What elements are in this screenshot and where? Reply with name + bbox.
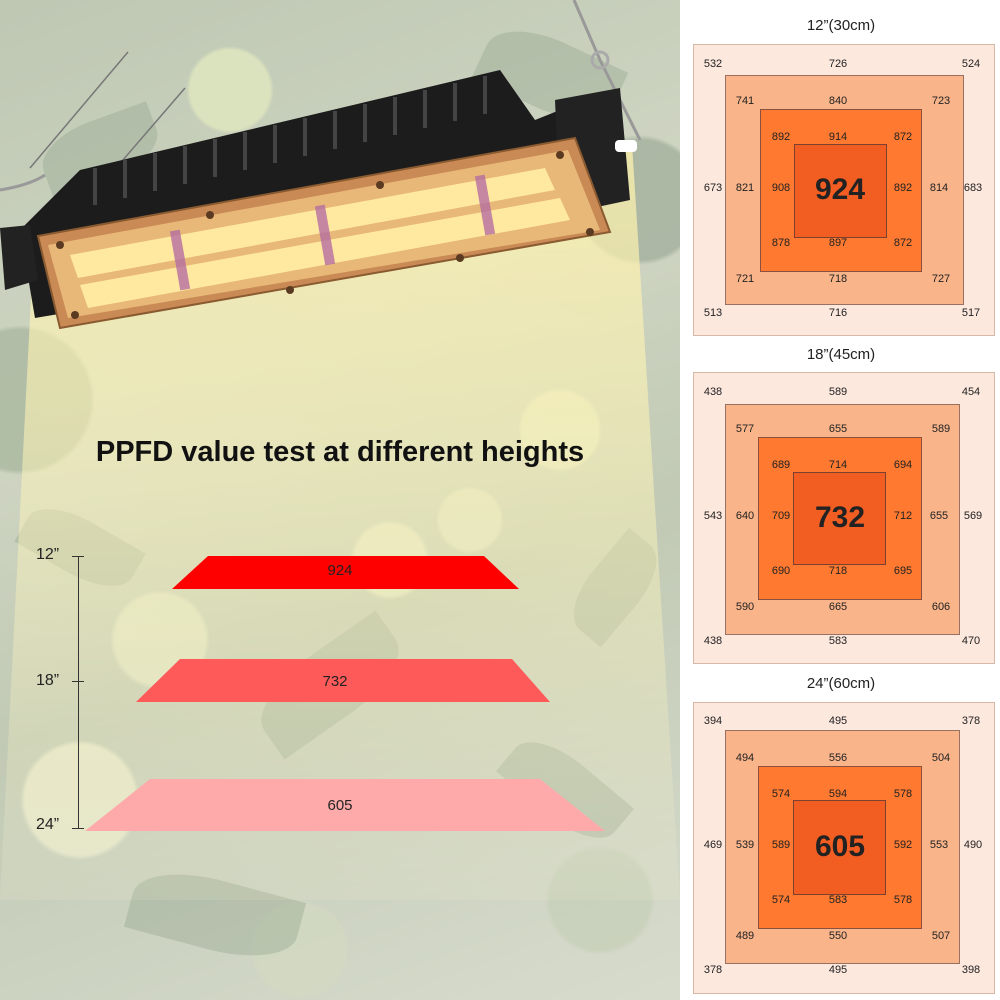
ppfd-value-inner-ml: 709 <box>771 510 791 522</box>
ppfd-value-inner-br: 578 <box>893 894 913 906</box>
ppfd-value-middle-ml: 821 <box>735 182 755 194</box>
ppfd-value-outer-tr: 524 <box>961 58 981 70</box>
ppfd-value-inner-tl: 574 <box>771 788 791 800</box>
ppfd-value-middle-br: 507 <box>931 930 951 942</box>
ppfd-value-middle-bc: 665 <box>828 601 848 613</box>
ppfd-value-inner-br: 872 <box>893 237 913 249</box>
ppfd-value-outer-ml: 673 <box>703 182 723 194</box>
ppfd-bar-12in <box>172 556 519 589</box>
ppfd-value-outer-bc: 495 <box>828 964 848 976</box>
ppfd-bar-value-12in: 924 <box>327 562 353 579</box>
ppfd-value-inner-tc: 594 <box>828 788 848 800</box>
ppfd-value-middle-br: 606 <box>931 601 951 613</box>
ppfd-value-middle-tl: 494 <box>735 752 755 764</box>
ppfd-value-inner-bl: 690 <box>771 565 791 577</box>
ppfd-value-outer-bl: 513 <box>703 307 723 319</box>
ppfd-value-middle-bl: 489 <box>735 930 755 942</box>
ppfd-value-inner-bc: 718 <box>828 565 848 577</box>
ppfd-value-outer-tl: 532 <box>703 58 723 70</box>
ppfd-value-inner-tr: 578 <box>893 788 913 800</box>
ppfd-value-middle-mr: 655 <box>929 510 949 522</box>
ppfd-value-middle-tl: 741 <box>735 95 755 107</box>
ppfd-grid-18in <box>693 372 995 664</box>
grow-light-fixture <box>0 0 642 330</box>
ppfd-value-outer-ml: 469 <box>703 839 723 851</box>
ppfd-center-value: 924 <box>814 173 866 206</box>
ppfd-value-inner-tc: 714 <box>828 459 848 471</box>
ppfd-value-outer-tl: 438 <box>703 386 723 398</box>
height-label-24: 24” <box>36 816 60 833</box>
height-label-12: 12” <box>36 546 60 563</box>
ppfd-value-middle-tr: 723 <box>931 95 951 107</box>
ppfd-value-middle-br: 727 <box>931 273 951 285</box>
ppfd-value-outer-br: 470 <box>961 635 981 647</box>
ppfd-value-middle-bl: 721 <box>735 273 755 285</box>
ppfd-value-outer-bl: 378 <box>703 964 723 976</box>
ppfd-value-middle-mr: 814 <box>929 182 949 194</box>
ppfd-value-inner-tr: 872 <box>893 131 913 143</box>
ppfd-value-outer-tc: 726 <box>828 58 848 70</box>
ppfd-value-inner-tl: 892 <box>771 131 791 143</box>
ppfd-value-inner-ml: 908 <box>771 182 791 194</box>
ppfd-value-middle-bl: 590 <box>735 601 755 613</box>
ppfd-value-middle-bc: 550 <box>828 930 848 942</box>
ppfd-value-inner-mr: 592 <box>893 839 913 851</box>
ppfd-value-inner-mr: 712 <box>893 510 913 522</box>
ppfd-value-inner-bc: 897 <box>828 237 848 249</box>
headline: PPFD value test at different heights <box>95 436 585 468</box>
height-scale-line <box>78 556 79 828</box>
ppfd-value-inner-bl: 878 <box>771 237 791 249</box>
ppfd-value-middle-mr: 553 <box>929 839 949 851</box>
ppfd-value-middle-tr: 504 <box>931 752 951 764</box>
grid-title-24in: 24”(60cm) <box>806 675 876 692</box>
ppfd-center-value: 605 <box>814 830 866 863</box>
ppfd-value-inner-ml: 589 <box>771 839 791 851</box>
ppfd-value-outer-ml: 543 <box>703 510 723 522</box>
ppfd-value-middle-tc: 556 <box>828 752 848 764</box>
ppfd-grid-24in <box>693 702 995 994</box>
ppfd-value-outer-tc: 589 <box>828 386 848 398</box>
ppfd-value-outer-br: 398 <box>961 964 981 976</box>
ppfd-value-outer-br: 517 <box>961 307 981 319</box>
height-label-18: 18” <box>36 672 60 689</box>
ppfd-value-inner-tr: 694 <box>893 459 913 471</box>
ppfd-bars <box>85 556 605 831</box>
ppfd-value-outer-mr: 569 <box>963 510 983 522</box>
grid-title-18in: 18”(45cm) <box>806 346 876 363</box>
ppfd-value-inner-mr: 892 <box>893 182 913 194</box>
ppfd-grid-12in <box>693 44 995 336</box>
ppfd-value-outer-bc: 716 <box>828 307 848 319</box>
grid-title-12in: 12”(30cm) <box>806 17 876 34</box>
ppfd-value-middle-tc: 655 <box>828 423 848 435</box>
ppfd-value-outer-mr: 683 <box>963 182 983 194</box>
ppfd-bar-18in <box>136 659 550 702</box>
ppfd-bar-24in <box>85 779 605 831</box>
ppfd-value-inner-tc: 914 <box>828 131 848 143</box>
ppfd-bar-value-18in: 732 <box>322 673 348 690</box>
ppfd-value-middle-tc: 840 <box>828 95 848 107</box>
ppfd-value-outer-tr: 454 <box>961 386 981 398</box>
ppfd-value-outer-mr: 490 <box>963 839 983 851</box>
ppfd-value-middle-bc: 718 <box>828 273 848 285</box>
ppfd-bar-value-24in: 605 <box>327 797 353 814</box>
ppfd-value-inner-bl: 574 <box>771 894 791 906</box>
ppfd-value-outer-tl: 394 <box>703 715 723 727</box>
ppfd-value-inner-tl: 689 <box>771 459 791 471</box>
ppfd-value-middle-tl: 577 <box>735 423 755 435</box>
ppfd-value-outer-tc: 495 <box>828 715 848 727</box>
ppfd-value-inner-br: 695 <box>893 565 913 577</box>
ppfd-value-inner-bc: 583 <box>828 894 848 906</box>
ppfd-value-outer-tr: 378 <box>961 715 981 727</box>
ppfd-value-outer-bl: 438 <box>703 635 723 647</box>
ppfd-value-middle-ml: 539 <box>735 839 755 851</box>
ppfd-value-middle-tr: 589 <box>931 423 951 435</box>
ppfd-value-outer-bc: 583 <box>828 635 848 647</box>
ppfd-value-middle-ml: 640 <box>735 510 755 522</box>
ppfd-center-value: 732 <box>814 501 866 534</box>
